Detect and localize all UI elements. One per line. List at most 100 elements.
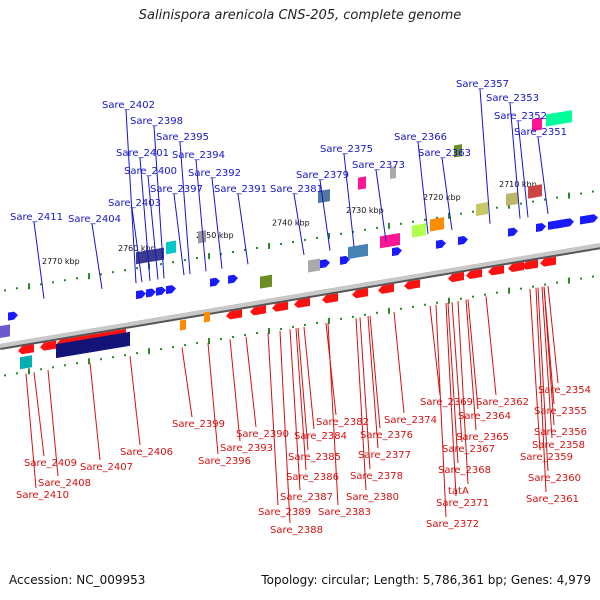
tick-mark-upper bbox=[376, 226, 378, 229]
annotation-block bbox=[454, 144, 462, 158]
reverse-label-leader bbox=[457, 301, 469, 485]
tick-mark-lower bbox=[544, 283, 546, 286]
reverse-gene-arrow bbox=[488, 265, 504, 276]
annotation-block bbox=[390, 165, 396, 179]
tick-mark-upper bbox=[364, 228, 366, 231]
tick-mark-lower bbox=[40, 368, 42, 371]
forward-gene-label: Sare_2366 bbox=[394, 132, 447, 143]
annotation-block bbox=[56, 331, 130, 359]
reverse-gene-arrow bbox=[466, 269, 482, 280]
forward-label-leader bbox=[211, 177, 223, 269]
forward-label-leader bbox=[173, 193, 185, 276]
reverse-gene-label: Sare_2389 bbox=[258, 507, 311, 518]
reverse-gene-arrow bbox=[250, 305, 266, 316]
forward-gene-label: Sare_2403 bbox=[108, 198, 161, 209]
forward-gene-label: Sare_2400 bbox=[124, 166, 177, 177]
reverse-gene-arrow bbox=[522, 259, 538, 270]
forward-label-leader bbox=[509, 102, 521, 219]
reverse-gene-label: Sare_2356 bbox=[534, 427, 587, 438]
tick-mark-upper bbox=[592, 190, 594, 193]
forward-label-leader bbox=[293, 193, 305, 256]
genome-summary-text: Topology: circular; Length: 5,786,361 bp… bbox=[261, 573, 591, 587]
reverse-gene-label: Sare_2390 bbox=[236, 429, 289, 440]
annotation-block bbox=[308, 258, 320, 273]
reverse-gene-arrow bbox=[540, 256, 556, 267]
reverse-label-leader bbox=[279, 330, 291, 524]
annotation-block bbox=[166, 240, 176, 255]
tick-mark-lower bbox=[364, 313, 366, 316]
forward-gene-arrow bbox=[580, 214, 598, 225]
reverse-gene-label: Sare_2355 bbox=[534, 406, 587, 417]
tick-mark-lower bbox=[580, 277, 582, 280]
tick-mark-lower bbox=[232, 336, 234, 339]
forward-label-leader bbox=[343, 153, 355, 247]
tick-mark-lower bbox=[172, 346, 174, 349]
tick-mark-upper bbox=[256, 246, 258, 249]
tick-mark-upper bbox=[52, 281, 54, 284]
forward-label-leader bbox=[417, 141, 429, 235]
tick-mark-lower bbox=[556, 281, 558, 284]
tick-mark-lower bbox=[472, 295, 474, 298]
forward-gene-arrow bbox=[536, 222, 546, 232]
tick-mark-lower bbox=[448, 297, 450, 304]
reverse-gene-label: Sare_2410 bbox=[16, 490, 69, 501]
tick-mark-lower bbox=[112, 356, 114, 359]
reverse-label-leader bbox=[429, 305, 441, 396]
reverse-gene-label: Sare_2369 bbox=[420, 397, 473, 408]
annotation-block bbox=[412, 223, 426, 238]
tick-mark-lower bbox=[52, 366, 54, 369]
reverse-gene-label: Sare_2399 bbox=[172, 419, 225, 430]
tick-mark-upper bbox=[76, 277, 78, 280]
reverse-label-leader bbox=[207, 343, 219, 455]
annotation-block bbox=[476, 202, 488, 217]
forward-label-leader bbox=[147, 175, 159, 280]
tick-mark-lower bbox=[208, 338, 210, 345]
reverse-label-leader bbox=[451, 302, 463, 443]
tick-mark-upper bbox=[112, 271, 114, 274]
tick-mark-upper bbox=[388, 222, 390, 229]
tick-mark-lower bbox=[184, 344, 186, 347]
tick-mark-upper bbox=[304, 238, 306, 241]
tick-mark-upper bbox=[124, 269, 126, 272]
forward-gene-arrow bbox=[8, 311, 18, 321]
axis-tick-label: 2760 kbp bbox=[118, 244, 156, 253]
reverse-gene-label: Sare_2362 bbox=[476, 397, 529, 408]
reverse-gene-arrow bbox=[322, 293, 338, 304]
tick-mark-upper bbox=[232, 251, 234, 254]
tick-mark-lower bbox=[376, 311, 378, 314]
gene-labels: Sare_2411 Sare_2404 Sare_2403 Sare_2400 Sare… bbox=[10, 79, 591, 536]
forward-gene-label: Sare_2373 bbox=[352, 160, 405, 171]
annotation-block bbox=[180, 319, 186, 331]
reverse-gene-label: Sare_2378 bbox=[350, 471, 403, 482]
reverse-gene-arrow bbox=[18, 344, 34, 355]
forward-gene-arrow bbox=[508, 227, 518, 237]
tick-mark-lower bbox=[100, 358, 102, 361]
tick-mark-upper bbox=[556, 196, 558, 199]
forward-label-leader bbox=[131, 207, 143, 283]
tick-mark-upper bbox=[580, 192, 582, 195]
reverse-label-leader bbox=[129, 356, 141, 446]
tick-mark-upper bbox=[400, 222, 402, 225]
forward-label-leader bbox=[179, 141, 191, 275]
reverse-label-leader bbox=[181, 347, 193, 418]
forward-gene-label: Sare_2379 bbox=[296, 170, 349, 181]
annotation-block bbox=[136, 247, 164, 265]
reverse-gene-arrow bbox=[378, 283, 394, 294]
reverse-gene-label: Sare_2385 bbox=[288, 452, 341, 463]
forward-label-leader bbox=[91, 223, 103, 289]
reverse-label-leader bbox=[297, 327, 309, 451]
tick-mark-upper bbox=[412, 220, 414, 223]
annotation-block bbox=[198, 230, 206, 244]
tick-mark-upper bbox=[568, 192, 570, 199]
reverse-gene-label: Sare_2374 bbox=[384, 415, 437, 426]
forward-label-leader bbox=[125, 109, 137, 284]
tick-mark-lower bbox=[484, 293, 486, 296]
tick-mark-lower bbox=[292, 325, 294, 328]
reverse-gene-label: Sare_2386 bbox=[286, 472, 339, 483]
tick-mark-lower bbox=[532, 285, 534, 288]
reverse-label-leader bbox=[327, 322, 339, 506]
reverse-gene-label: Sare_2407 bbox=[80, 462, 133, 473]
tick-mark-upper bbox=[520, 202, 522, 205]
tick-mark-upper bbox=[328, 232, 330, 239]
tick-mark-lower bbox=[64, 364, 66, 367]
